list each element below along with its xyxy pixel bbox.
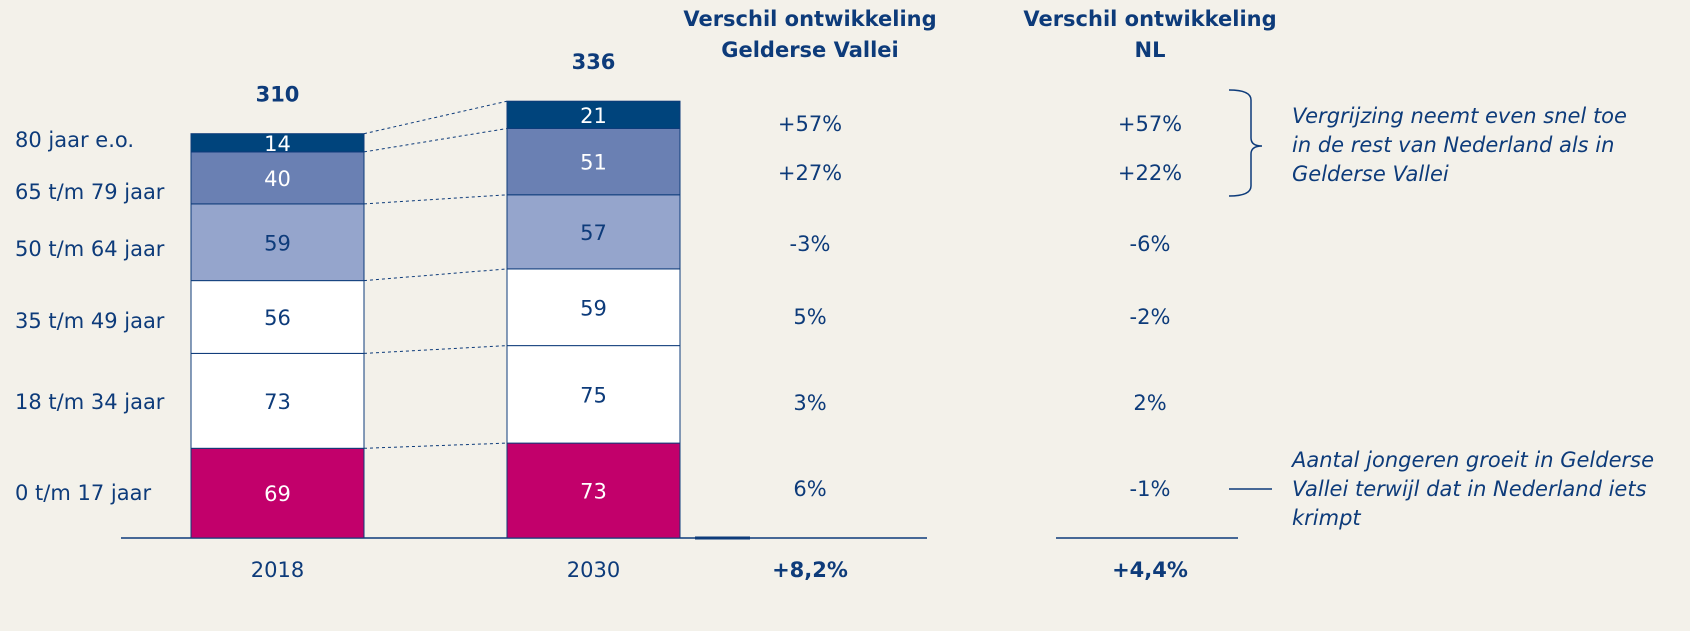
row-label: 35 t/m 49 jaar xyxy=(15,309,165,333)
column-value: -6% xyxy=(1130,232,1171,256)
column-header: Verschil ontwikkeling xyxy=(683,7,936,31)
column-value: -1% xyxy=(1130,477,1171,501)
annotation: Aantal jongeren groeit in Gelderse xyxy=(1290,448,1654,472)
column-value: +22% xyxy=(1118,161,1182,185)
annotation: Gelderse Vallei xyxy=(1292,162,1449,186)
column-value: 2% xyxy=(1133,391,1166,415)
row-label: 65 t/m 79 jaar xyxy=(15,180,165,204)
segment-label: 51 xyxy=(580,151,607,175)
bar-segment xyxy=(506,128,681,196)
segment-label: 14 xyxy=(264,132,291,156)
segment-label: 73 xyxy=(264,390,291,414)
column-total: +4,4% xyxy=(1112,558,1188,582)
bar-segment xyxy=(506,442,681,539)
column-value: +57% xyxy=(1118,112,1182,136)
x-tick-label: 2030 xyxy=(567,558,620,582)
bar-segment xyxy=(190,280,365,354)
bar-segment xyxy=(190,133,365,153)
total-label: 336 xyxy=(572,50,616,74)
column-header: NL xyxy=(1135,38,1166,62)
column-value: 3% xyxy=(793,391,826,415)
column-value: +27% xyxy=(778,161,842,185)
segment-label: 40 xyxy=(264,167,291,191)
connector xyxy=(363,100,508,135)
column-header: Gelderse Vallei xyxy=(721,38,898,62)
segment-label: 73 xyxy=(580,480,607,504)
bar-segment xyxy=(190,151,365,205)
annotation: Vergrijzing neemt even snel toe xyxy=(1292,104,1627,128)
column-value: -2% xyxy=(1130,305,1171,329)
column-header: Verschil ontwikkeling xyxy=(1023,7,1276,31)
bar-segment xyxy=(506,194,681,270)
column-total: +8,2% xyxy=(772,558,848,582)
row-label: 18 t/m 34 jaar xyxy=(15,390,165,414)
column-value: -3% xyxy=(790,232,831,256)
total-label: 310 xyxy=(256,83,300,107)
segment-label: 69 xyxy=(264,482,291,506)
row-label: 80 jaar e.o. xyxy=(15,128,134,152)
annotation: krimpt xyxy=(1292,506,1361,530)
row-label: 50 t/m 64 jaar xyxy=(15,237,165,261)
bar-segment xyxy=(506,268,681,347)
bracket xyxy=(1228,89,1263,197)
row-label: 0 t/m 17 jaar xyxy=(15,481,151,505)
segment-label: 21 xyxy=(580,104,607,128)
segment-label: 75 xyxy=(580,383,607,407)
bar-segment xyxy=(190,352,365,449)
column-value: +57% xyxy=(778,112,842,136)
bar-segment xyxy=(190,203,365,282)
segment-label: 56 xyxy=(264,306,291,330)
annotation: Vallei terwijl dat in Nederland iets xyxy=(1292,477,1647,501)
segment-label: 59 xyxy=(264,231,291,255)
annotation: in de rest van Nederland als in xyxy=(1292,133,1614,157)
column-value: 5% xyxy=(793,305,826,329)
segment-label: 57 xyxy=(580,221,607,245)
connector xyxy=(363,128,508,153)
bar-segment xyxy=(190,447,365,539)
bar-segment xyxy=(506,345,681,444)
bar-segment xyxy=(506,100,681,129)
column-value: 6% xyxy=(793,477,826,501)
segment-label: 59 xyxy=(580,296,607,320)
x-tick-label: 2018 xyxy=(251,558,304,582)
